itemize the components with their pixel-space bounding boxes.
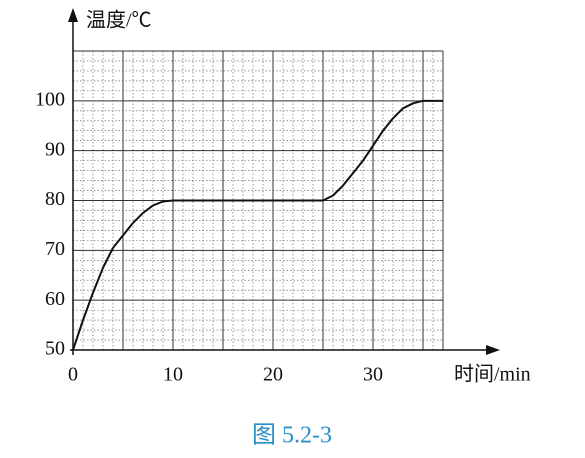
data-line <box>72 99 443 351</box>
x-axis-title: 时间/min <box>454 363 531 386</box>
y-tick-label: 50 <box>45 338 65 360</box>
x-axis-arrow <box>486 345 500 355</box>
y-tick-label: 60 <box>45 288 65 310</box>
y-axis-arrow <box>68 8 78 22</box>
y-tick-label: 90 <box>45 138 65 160</box>
x-tick-label: 0 <box>68 364 78 386</box>
x-tick-label: 10 <box>163 364 183 386</box>
y-tick-label: 100 <box>35 88 65 110</box>
grid <box>72 50 444 351</box>
x-tick-label: 30 <box>363 364 383 386</box>
x-tick-label: 20 <box>263 364 283 386</box>
figure-caption: 图 5.2-3 <box>252 423 332 449</box>
y-tick-label: 70 <box>45 238 65 260</box>
y-axis-title: 温度/℃ <box>86 9 152 32</box>
y-tick-label: 80 <box>45 188 65 210</box>
